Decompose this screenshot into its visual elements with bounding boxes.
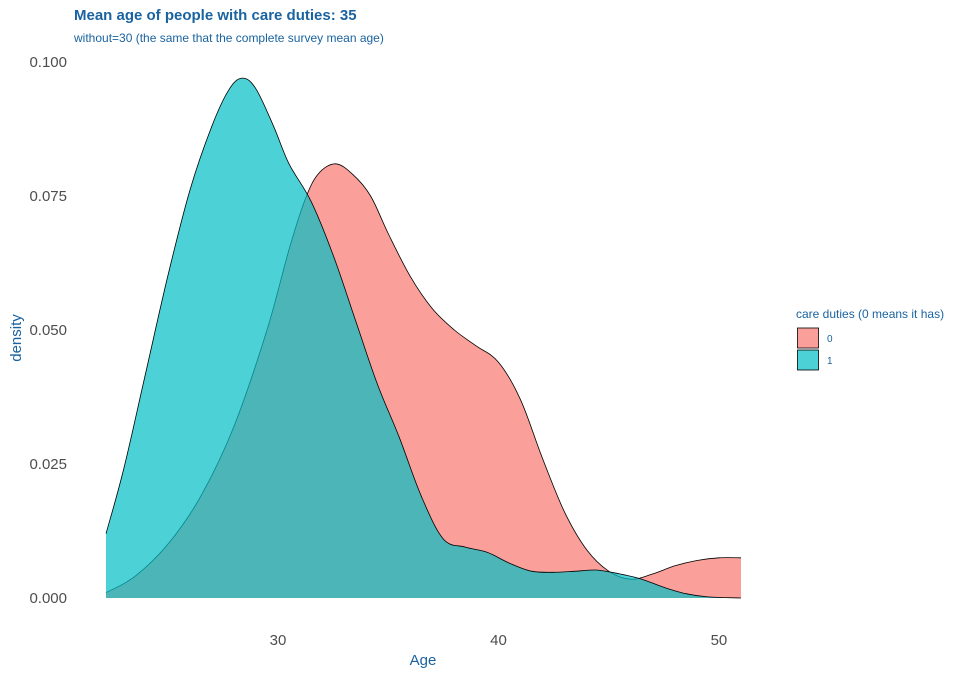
y-tick-label: 0.100	[29, 54, 67, 71]
y-tick-label: 0.000	[29, 590, 67, 607]
density-area-series-1	[106, 78, 741, 599]
x-tick-label: 30	[270, 632, 287, 649]
x-tick-label: 50	[711, 632, 728, 649]
y-tick-label: 0.025	[29, 456, 67, 473]
legend-key-1	[797, 349, 819, 371]
x-tick-label: 40	[490, 632, 507, 649]
legend-title: care duties (0 means it has)	[796, 307, 944, 321]
y-axis-title: density	[8, 314, 25, 362]
chart-title: Mean age of people with care duties: 35	[74, 7, 357, 24]
y-tick-label: 0.050	[29, 322, 67, 339]
series-layer	[105, 77, 742, 599]
legend: care duties (0 means it has) 0 1	[796, 307, 944, 371]
legend-label-1: 1	[827, 356, 833, 367]
x-axis-title: Age	[410, 652, 437, 669]
density-line-series-1	[105, 77, 742, 599]
y-tick-label: 0.075	[29, 188, 67, 205]
x-axis: 30 40 50	[270, 632, 728, 649]
legend-key-0	[797, 327, 819, 349]
chart-subtitle: without=30 (the same that the complete s…	[74, 31, 384, 45]
legend-label-0: 0	[827, 334, 833, 345]
y-axis: 0.000 0.025 0.050 0.075 0.100	[29, 54, 67, 607]
